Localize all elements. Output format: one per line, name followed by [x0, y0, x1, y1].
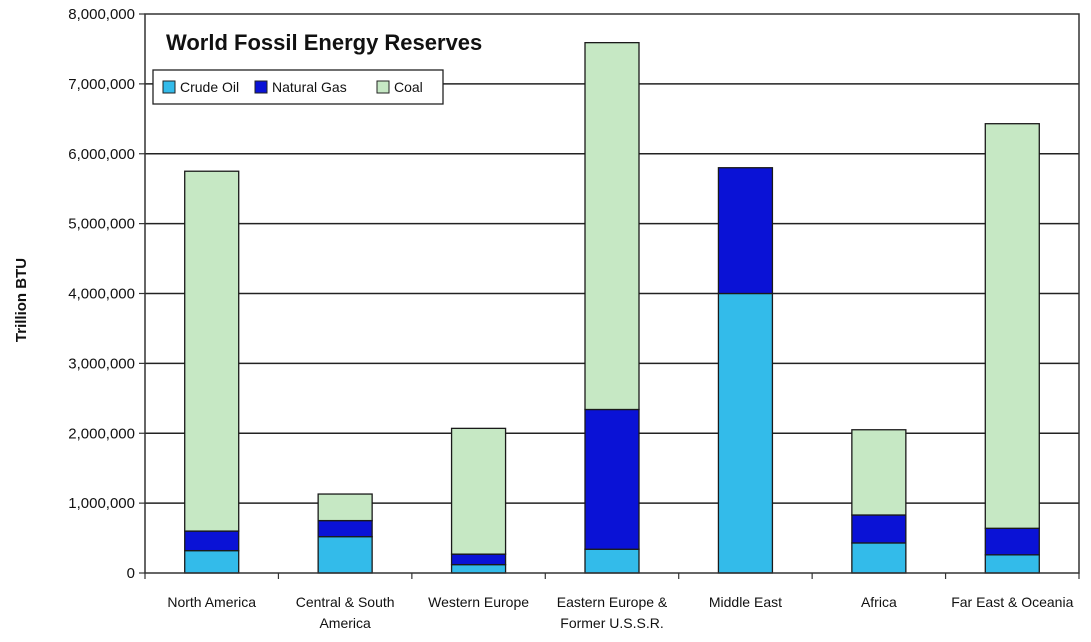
x-category-label: Africa: [861, 594, 897, 610]
legend-swatch: [162, 80, 176, 94]
bar-segment-crude-oil: [717, 292, 774, 574]
legend-box: [152, 69, 444, 105]
bar-segment-natural-gas: [851, 514, 907, 544]
bar-segment-natural-gas: [184, 530, 240, 552]
legend-swatch: [376, 80, 390, 94]
y-tick-label: 0: [127, 565, 135, 582]
y-tick-label: 5,000,000: [68, 216, 135, 233]
axis-layer: [139, 13, 1080, 579]
x-category-label: Central & South: [296, 594, 395, 610]
bar-segment-coal: [851, 429, 907, 516]
bar-segment-natural-gas: [450, 553, 507, 566]
x-category-label: Eastern Europe &: [557, 594, 668, 610]
y-tick-label: 1,000,000: [68, 495, 135, 512]
bar-segment-crude-oil: [317, 536, 373, 574]
y-tick-label: 7,000,000: [68, 76, 135, 93]
y-tick-label: 4,000,000: [68, 286, 135, 303]
legend-label: Crude Oil: [180, 79, 239, 95]
bar-segment-natural-gas: [717, 167, 774, 295]
x-category-label: Former U.S.S.R.: [560, 615, 663, 631]
bar-segment-natural-gas: [984, 527, 1040, 556]
legend-layer: Crude Oil Natural Gas Coal: [152, 69, 444, 105]
x-category-label: Far East & Oceania: [951, 594, 1073, 610]
labels-layer: 0 1,000,000 2,000,000 3,000,000 4,000,000 5,0…: [68, 6, 1073, 631]
x-category-label: North America: [167, 594, 256, 610]
bar-segment-coal: [184, 170, 240, 532]
bar-segment-crude-oil: [450, 563, 507, 574]
bar-segment-natural-gas: [584, 408, 640, 550]
legend-label: Coal: [394, 79, 423, 95]
x-category-label: Middle East: [709, 594, 782, 610]
bar-segment-natural-gas: [317, 519, 373, 538]
chart-title: World Fossil Energy Reserves: [166, 30, 482, 55]
bar-segment-coal: [317, 493, 373, 522]
bar-segment-crude-oil: [184, 549, 240, 574]
bar-segment-crude-oil: [851, 542, 907, 574]
bar-segment-crude-oil: [984, 554, 1040, 574]
y-axis-title: Trillion BTU: [13, 258, 30, 342]
x-category-label: America: [319, 615, 371, 631]
y-tick-label: 3,000,000: [68, 355, 135, 372]
legend-swatch: [254, 80, 268, 94]
bars-layer: [184, 41, 1040, 574]
bar-segment-crude-oil: [584, 548, 640, 574]
bar-segment-coal: [984, 123, 1040, 529]
legend-label: Natural Gas: [272, 79, 347, 95]
y-tick-label: 8,000,000: [68, 6, 135, 23]
bar-segment-coal: [450, 427, 507, 555]
y-tick-label: 2,000,000: [68, 425, 135, 442]
y-tick-label: 6,000,000: [68, 146, 135, 163]
bar-segment-coal: [584, 41, 640, 411]
x-category-label: Western Europe: [428, 594, 529, 610]
